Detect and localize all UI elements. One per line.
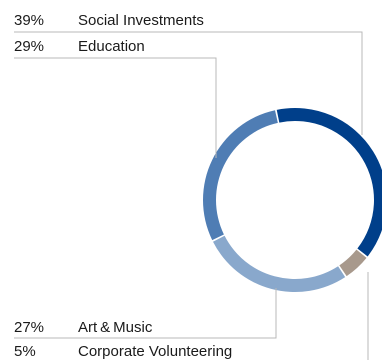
slice-art-music <box>212 235 346 292</box>
leader-line-social-investments <box>14 31 363 135</box>
legend-label-education: Education <box>78 38 145 55</box>
legend-pct-education: 29% <box>14 38 44 55</box>
slice-social-investments <box>276 108 382 257</box>
legend-pct-social-investments: 39% <box>14 12 44 29</box>
legend-label-art-music: Art & Music <box>78 319 153 336</box>
legend-label-corporate-volunteering: Corporate Volunteering <box>78 343 232 360</box>
legend-entry-art-music: 27% Art & Music <box>14 319 153 336</box>
leader-line-art-music <box>14 288 277 339</box>
legend-entry-education: 29% Education <box>14 38 145 55</box>
leader-lines <box>14 31 369 360</box>
donut-slices <box>203 108 382 292</box>
slice-education <box>203 110 278 241</box>
leader-line-education <box>14 57 217 158</box>
legend-pct-art-music: 27% <box>14 319 44 336</box>
legend-pct-corporate-volunteering: 5% <box>14 343 36 360</box>
slice-corporate-volunteering <box>339 249 367 277</box>
legend-entry-corporate-volunteering: 5% Corporate Volunteering <box>14 343 232 360</box>
legend-label-social-investments: Social Investments <box>78 12 204 29</box>
legend-entry-social-investments: 39% Social Investments <box>14 12 204 29</box>
